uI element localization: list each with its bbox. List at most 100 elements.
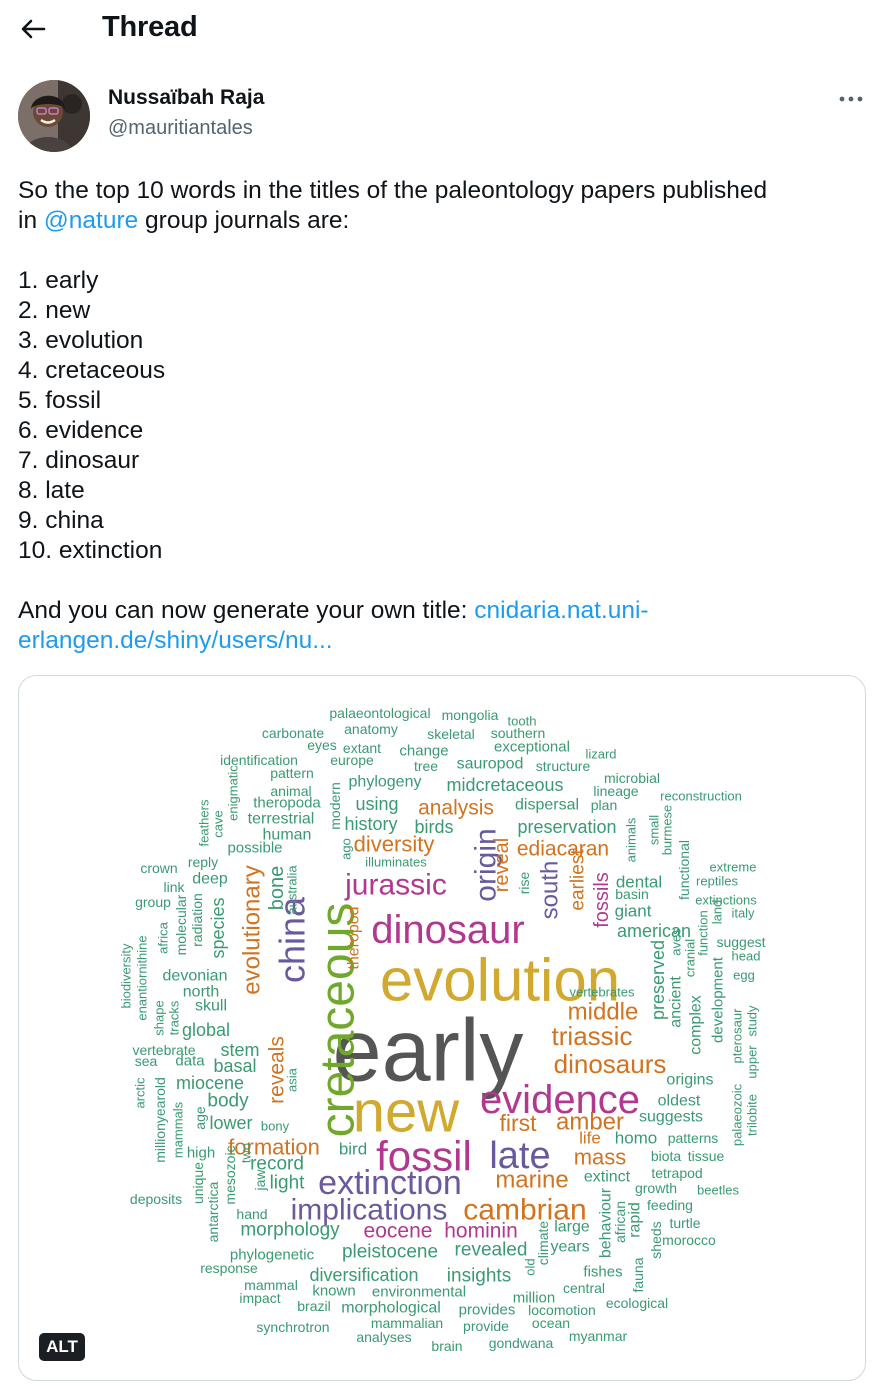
wordcloud-word: response <box>200 1260 258 1276</box>
list-item: 2. new <box>18 297 91 324</box>
wordcloud-word: tracks <box>167 1000 182 1035</box>
wordcloud-word: phylogeny <box>349 774 422 791</box>
thread-header: Thread <box>0 0 884 60</box>
wordcloud-word: australia <box>285 865 300 915</box>
wordcloud-word: pattern <box>270 765 314 781</box>
wordcloud-word: patterns <box>668 1130 719 1146</box>
author-name[interactable]: Nussaïbah Raja <box>108 86 265 109</box>
author-handle[interactable]: @mauritiantales <box>108 117 253 139</box>
blank-line <box>18 236 864 266</box>
mention-link-nature[interactable]: @nature <box>43 207 139 234</box>
wordcloud-word: skull <box>195 998 227 1015</box>
wordcloud-word: animal <box>270 783 311 799</box>
wordcloud-word: anatomy <box>344 721 398 737</box>
tweet-line: And you can now generate your own title:… <box>18 596 864 626</box>
wordcloud-word: life <box>579 1129 601 1148</box>
tweet-text-fragment: group journals are: <box>138 207 350 234</box>
wordcloud-word: late <box>489 1135 550 1177</box>
wordcloud-word: complex <box>688 995 705 1055</box>
wordcloud-word: implications <box>291 1194 448 1227</box>
wordcloud-word: africa <box>156 921 171 954</box>
wordcloud-word: analysis <box>418 797 494 820</box>
wordcloud-word: italy <box>731 906 755 921</box>
wordcloud-word: extinction <box>318 1164 462 1202</box>
wordcloud-word: diversity <box>354 832 435 857</box>
wordcloud-word: development <box>710 956 727 1043</box>
wordcloud-word: mammalian <box>371 1315 443 1331</box>
wordcloud-word: bony <box>261 1119 290 1134</box>
tweet-text-fragment: And you can now generate your own title: <box>18 597 475 624</box>
wordcloud-word: oldest <box>658 1093 701 1110</box>
wordcloud-word: basin <box>615 886 648 902</box>
wordcloud-word: palaeontological <box>329 705 430 721</box>
wordcloud-word: using <box>355 794 398 814</box>
wordcloud-word: unique <box>190 1162 206 1204</box>
wordcloud-word: mongolia <box>442 707 499 723</box>
wordcloud-word: evolutionary <box>239 865 266 994</box>
shiny-app-link-continued[interactable]: erlangen.de/shiny/users/nu... <box>18 627 333 654</box>
wordcloud-word: record <box>250 1154 304 1175</box>
wordcloud-word: stem <box>220 1040 259 1060</box>
wordcloud-word: high <box>187 1145 215 1162</box>
alt-text-button[interactable]: ALT <box>39 1333 85 1361</box>
wordcloud-word: theropod <box>346 906 363 969</box>
wordcloud-word: basal <box>213 1056 256 1076</box>
wordcloud-word: extinctions <box>695 893 757 908</box>
wordcloud-word: extant <box>343 740 381 756</box>
wordcloud-word: antarctica <box>205 1181 221 1242</box>
wordcloud-word: evolution <box>380 947 620 1014</box>
wordcloud-word: lizard <box>585 747 616 762</box>
wordcloud-word: identification <box>220 752 298 768</box>
wordcloud-word: ancient <box>668 976 685 1028</box>
wordcloud-word: myanmar <box>569 1328 628 1344</box>
wordcloud-word: china <box>272 896 313 983</box>
more-options-button[interactable] <box>836 86 866 112</box>
wordcloud-word: fossils <box>591 872 613 928</box>
wordcloud-word: behaviour <box>598 1187 615 1258</box>
wordcloud-word: gondwana <box>489 1335 554 1351</box>
wordcloud-word: cretaceous <box>312 903 365 1138</box>
wordcloud-word: amber <box>556 1109 624 1136</box>
wordcloud-word: mammals <box>171 1101 186 1158</box>
wordcloud-word: trilobite <box>745 1094 760 1136</box>
avatar[interactable] <box>18 80 90 152</box>
wordcloud-word: impact <box>239 1290 280 1306</box>
wordcloud-word: jaw <box>252 1169 268 1192</box>
list-item: 7. dinosaur <box>18 447 140 474</box>
wordcloud-word: body <box>207 1091 249 1112</box>
wordcloud-word: enantiornithine <box>135 935 150 1020</box>
wordcloud-word: two <box>239 1143 254 1163</box>
wordcloud-word: southern <box>491 725 545 741</box>
shiny-app-link[interactable]: cnidaria.nat.uni- <box>474 597 649 624</box>
wordcloud-word: south <box>537 861 564 920</box>
wordcloud-word: fauna <box>630 1257 646 1292</box>
wordcloud-word: human <box>263 827 312 844</box>
wordcloud-word: functional <box>676 840 692 900</box>
wordcloud-word: mammal <box>244 1277 298 1293</box>
wordcloud-word: ago <box>339 838 354 860</box>
wordcloud-word: homo <box>615 1129 658 1148</box>
blank-line <box>18 566 864 596</box>
wordcloud-word: phylogenetic <box>230 1247 315 1264</box>
wordcloud-word: bird <box>339 1140 367 1159</box>
wordcloud-word: brain <box>431 1338 462 1354</box>
wordcloud-word: years <box>550 1239 589 1256</box>
wordcloud-word: species <box>208 897 228 958</box>
wordcloud-word: fossil <box>376 1133 472 1180</box>
list-item: 1. early <box>18 267 99 294</box>
wordcloud-word: locomotion <box>528 1302 596 1318</box>
wordcloud-word: suggests <box>639 1109 703 1126</box>
wordcloud-word: enigmatic <box>226 765 241 821</box>
media-image-wordcloud[interactable]: early evolution new cretaceous fossil evidenc… <box>18 675 866 1381</box>
wordcloud-word: pterosaur <box>730 1008 745 1064</box>
tweet-text: So the top 10 words in the titles of the… <box>18 176 864 656</box>
wordcloud-word: tree <box>414 758 438 774</box>
wordcloud-word: early <box>333 1001 524 1100</box>
wordcloud-word: ediacaran <box>517 838 609 861</box>
wordcloud-word: morphology <box>240 1220 340 1241</box>
wordcloud-word: reply <box>188 854 218 870</box>
back-button[interactable] <box>18 14 48 44</box>
wordcloud-word: land <box>710 900 725 925</box>
wordcloud-word: egg <box>733 968 755 983</box>
wordcloud-word: suggest <box>716 934 765 950</box>
